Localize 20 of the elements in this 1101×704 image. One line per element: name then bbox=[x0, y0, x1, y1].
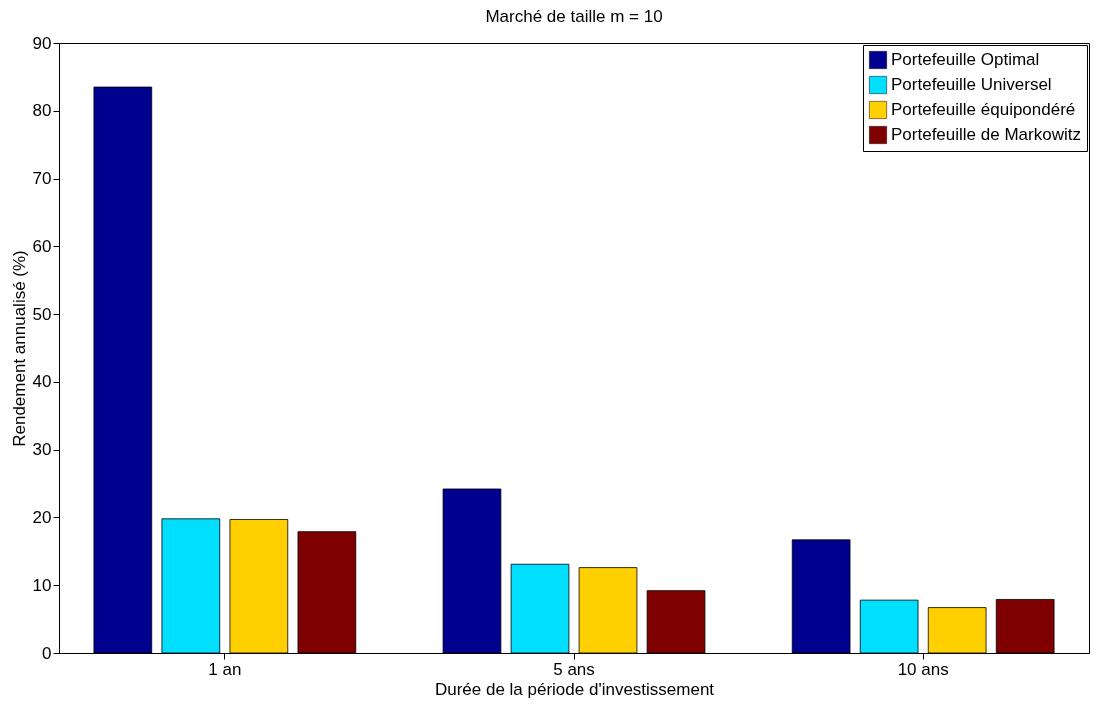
y-tick-label: 10 bbox=[32, 575, 52, 595]
y-axis-title: Rendement annualisé (%) bbox=[9, 250, 29, 447]
legend-label: Portefeuille de Markowitz bbox=[891, 125, 1081, 144]
legend-label: Portefeuille Universel bbox=[891, 75, 1052, 94]
legend-label: Portefeuille Optimal bbox=[891, 50, 1040, 69]
y-tick-label: 40 bbox=[32, 372, 52, 392]
y-tick-label: 80 bbox=[32, 101, 52, 121]
y-tick-label: 70 bbox=[32, 169, 52, 189]
legend-label: Portefeuille équipondéré bbox=[891, 100, 1076, 119]
y-tick-label: 0 bbox=[42, 643, 52, 663]
x-tick-label: 1 an bbox=[208, 659, 242, 679]
chart-title: Marché de taille m = 10 bbox=[485, 7, 663, 26]
y-tick-label: 60 bbox=[32, 236, 52, 256]
y-tick-label: 90 bbox=[32, 33, 52, 53]
x-tick-label: 10 ans bbox=[897, 659, 949, 679]
y-tick-label: 20 bbox=[32, 507, 52, 527]
x-tick-label: 5 ans bbox=[553, 659, 595, 679]
y-tick-label: 30 bbox=[32, 440, 52, 460]
x-axis-title: Durée de la période d'investissement bbox=[434, 679, 715, 699]
y-tick-label: 50 bbox=[32, 304, 52, 324]
